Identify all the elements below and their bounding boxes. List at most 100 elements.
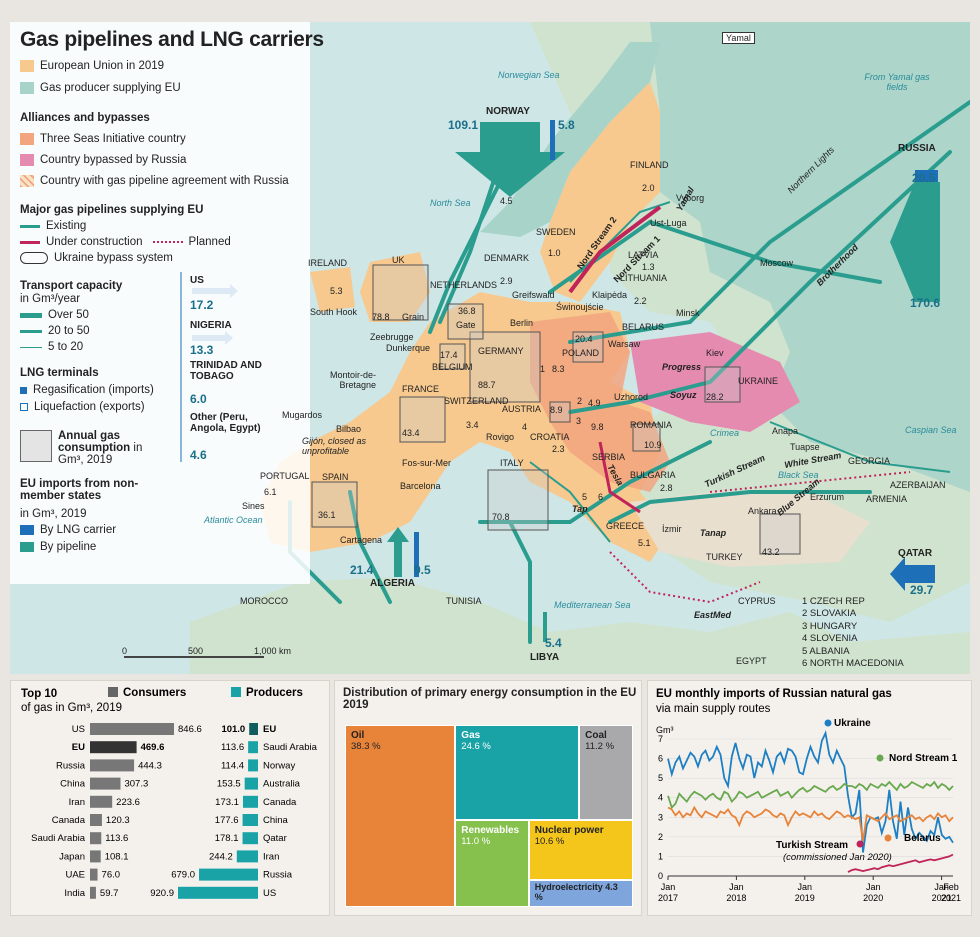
label-izmir: İzmir (662, 524, 682, 534)
poland-v: 20.4 (575, 334, 593, 344)
producer-label: Saudi Arabia (263, 742, 318, 753)
consumer-value: 846.6 (178, 724, 202, 735)
x-tick-last: Feb (943, 882, 959, 892)
scale-0: 0 (122, 646, 128, 656)
legend-bg (10, 22, 310, 584)
russia-lng-arrow (915, 170, 938, 182)
producer-value: 113.6 (221, 742, 244, 753)
label-azerbaijan: AZERBAIJAN (890, 480, 946, 490)
nordic-eu (540, 82, 660, 302)
producer-bar (178, 886, 258, 899)
num-1-v: 8.3 (552, 364, 565, 374)
legend-liq: Liquefaction (exports) (20, 401, 145, 413)
sweden-v: 1.0 (548, 248, 561, 258)
scale-bar (124, 656, 264, 658)
qatar-lng-arrow (890, 557, 935, 591)
label-gijon: Gijón, closed as unprofitable (302, 436, 367, 456)
legend-regas-label: Regasification (imports) (33, 384, 154, 396)
legend-eu: European Union in 2019 (20, 60, 164, 72)
label-portugal: PORTUGAL (260, 471, 310, 481)
label-greifswald: Greifswald (512, 290, 555, 300)
label-grain: Grain (402, 312, 425, 322)
consumers-legend-swatch (108, 687, 118, 697)
imports-subtitle: via main supply routes (656, 703, 771, 715)
eu-swatch (20, 60, 34, 72)
legend-over50-label: Over 50 (48, 309, 89, 321)
producer-label: US (263, 888, 276, 899)
russia-pipeline-arrow (890, 182, 940, 302)
netherlands-v: 36.8 (458, 306, 476, 316)
page-title: Gas pipelines and LNG carriers (20, 28, 324, 51)
croatia-v: 2.3 (552, 444, 565, 454)
liq-swatch (20, 403, 28, 411)
lithuania-v: 2.2 (634, 296, 647, 306)
algeria-arrow (387, 527, 409, 577)
legend-liq-label: Liquefaction (exports) (34, 401, 145, 413)
label-norwegian-sea: Norwegian Sea (498, 70, 560, 80)
label-tunisia: TUNISIA (446, 596, 482, 606)
producer-value: 177.6 (215, 815, 239, 826)
legend-annual: Annual gas consumption in Gm³, 2019 (20, 430, 168, 466)
legend-20-50: 20 to 50 (20, 325, 90, 337)
legend-producer-label: Gas producer supplying EU (40, 82, 181, 94)
series-label: Belarus (904, 833, 941, 844)
label-belarus: BELARUS (622, 322, 665, 332)
imports-unit: in Gm³, 2019 (20, 508, 87, 520)
lng-other-value: 4.6 (190, 448, 207, 462)
norway-area (480, 42, 660, 237)
spain-v: 36.1 (318, 510, 336, 520)
num-6: 6 (598, 492, 604, 502)
greece-v: 5.1 (638, 538, 651, 548)
label-rovigo: Rovigo (486, 432, 515, 442)
consumer-bar (90, 832, 102, 845)
legend-5-20: 5 to 20 (20, 341, 83, 353)
label-tanap: Tanap (700, 528, 727, 538)
consumer-bar (90, 723, 174, 735)
consumer-value: 59.7 (100, 888, 119, 899)
consumer-label: China (60, 779, 86, 790)
bypassed-swatch (20, 154, 34, 166)
label-georgia: GEORGIA (848, 456, 891, 466)
consumer-label: Saudi Arabia (31, 833, 86, 844)
by-pipeline-swatch (20, 542, 34, 552)
consumer-value: 76.0 (102, 870, 121, 881)
russia-lng-value: 20.5 (912, 171, 936, 185)
producer-label: Russia (263, 870, 293, 881)
ukraine-area (630, 332, 800, 432)
label-bilbao: Bilbao (336, 424, 362, 434)
label-dunkerque: Dunkerque (386, 343, 431, 353)
label-north-sea: North Sea (430, 198, 471, 208)
existing-swatch (20, 224, 40, 228)
legend-agreement-label: Country with gas pipeline agreement with… (40, 175, 289, 187)
consumer-value: 120.3 (106, 815, 130, 826)
label-russia: RUSSIA (898, 143, 936, 154)
label-greece: GREECE (606, 521, 645, 531)
x-tick-year: 2018 (726, 893, 746, 903)
cap5-swatch (20, 346, 42, 348)
bypass-swatch (20, 252, 48, 264)
legend-by-pipeline: By pipeline (20, 541, 96, 553)
algeria-lng-value: 9.5 (414, 563, 431, 577)
x-tick: Jan (661, 882, 676, 892)
label-med: Mediterranean Sea (554, 600, 631, 610)
legend-producer: Gas producer supplying EU (20, 82, 181, 94)
imports-chart: EU monthly imports of Russian natural ga… (656, 688, 961, 903)
consumer-bar (90, 777, 121, 790)
legend-existing-label: Existing (46, 220, 87, 232)
consumer-label: Japan (59, 851, 85, 862)
imports-title: EU monthly imports of Russian natural ga… (656, 688, 892, 700)
label-anapa: Anapa (772, 426, 799, 436)
series-line-turkish-stream (847, 853, 954, 873)
by-lng-swatch (20, 525, 34, 535)
nord-stream-2 (568, 205, 662, 294)
producer-label: Iran (263, 851, 279, 862)
x-tick-year: 2020 (863, 893, 883, 903)
x-tick: Jan (934, 882, 949, 892)
label-ustluga: Ust-Luga (650, 218, 687, 228)
qatar-value: 29.7 (910, 583, 934, 597)
agreement-swatch (20, 175, 34, 187)
num-1: 1 (540, 364, 546, 374)
lng-trinidad: TRINIDAD AND TOBAGO (190, 360, 262, 382)
imports-panel: EU monthly imports of Russian natural ga… (647, 680, 972, 916)
